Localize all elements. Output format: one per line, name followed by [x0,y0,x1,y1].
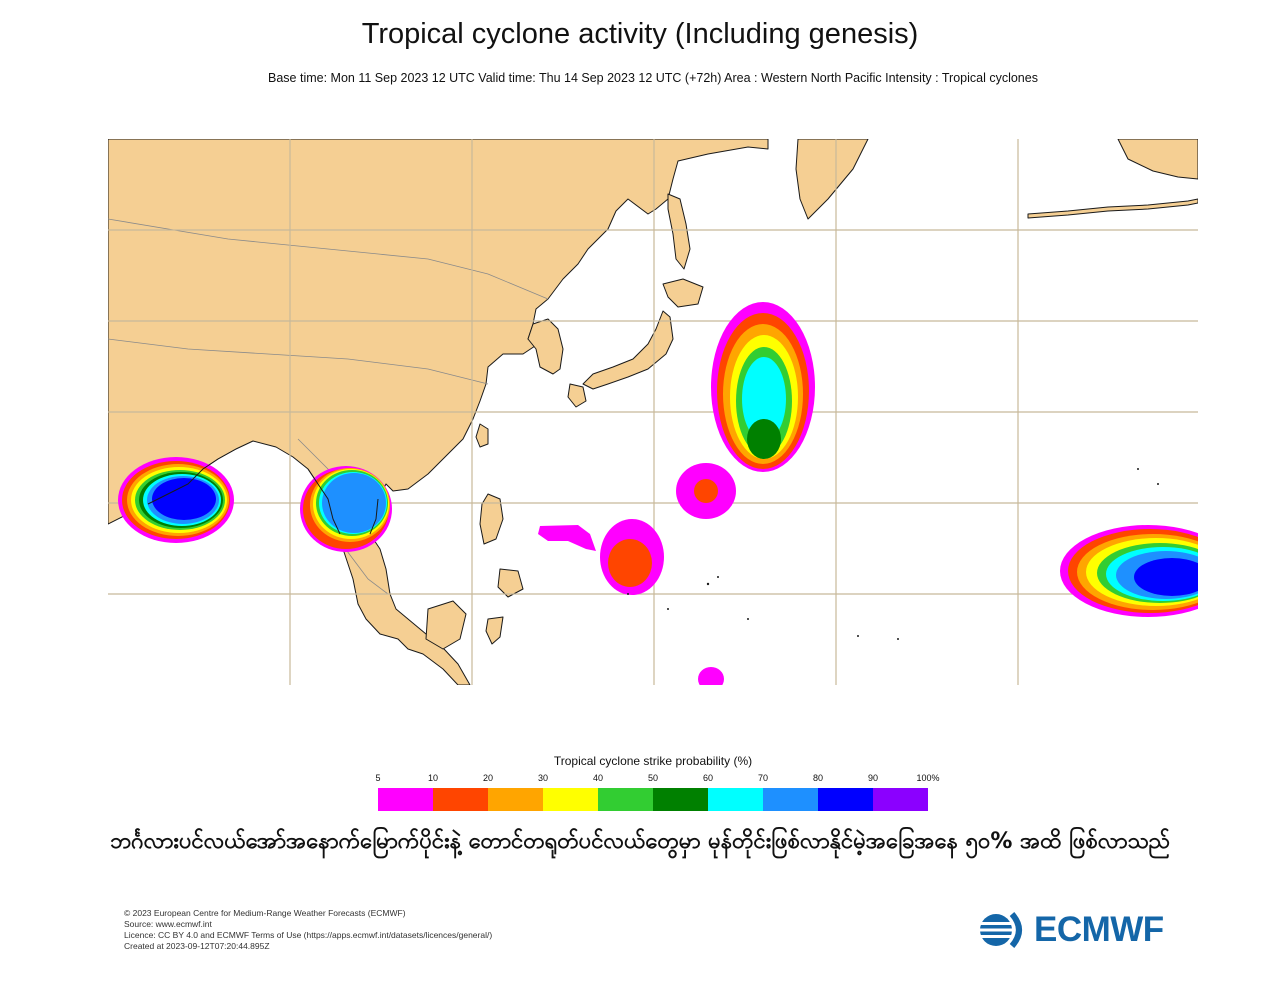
legend-swatch [763,788,818,811]
coast-overlay [147,448,379,535]
sulawesi-fragment [485,616,504,645]
burmese-caption: ဘင်္ဂလားပင်လယ်အော်အနောက်မြောက်ပိုင်းနဲ့ … [109,829,1171,854]
korea-peninsula [527,318,564,375]
honshu [582,310,674,390]
legend-swatch [543,788,598,811]
copyright-footer: © 2023 European Centre for Medium-Range … [124,908,492,952]
ecmwf-logo-icon [980,912,1030,948]
legend-tick-label: 40 [592,773,604,783]
legend-swatch [433,788,488,811]
footer-created: Created at 2023-09-12T07:20:44.895Z [124,941,270,951]
prob-bay-of-bengal [118,457,234,543]
legend-tick-label: 10 [427,773,439,783]
hokkaido [662,278,704,308]
legend-swatch [598,788,653,811]
ecmwf-logo: ECMWF [978,910,1164,950]
luzon [479,493,504,545]
ecmwf-logo-text: ECMWF [1034,910,1164,949]
legend-swatch [873,788,928,811]
legend-tick-label: 50 [647,773,659,783]
legend-swatch [488,788,543,811]
legend-title: Tropical cyclone strike probability (%) [553,754,753,768]
aleutians [1027,198,1198,219]
chart-subtitle: Base time: Mon 11 Sep 2023 12 UTC Valid … [268,71,1038,85]
borneo [425,600,467,650]
legend-tick-label: 20 [482,773,494,783]
legend-tick-label: 70 [757,773,769,783]
legend-swatch [818,788,873,811]
prob-south-china [300,466,392,552]
prob-northwest-pacific [676,302,815,519]
small-islands [627,468,1159,640]
chart-title: Tropical cyclone activity (Including gen… [361,18,919,50]
kyushu [567,383,587,408]
mindanao [497,568,524,598]
prob-east-pacific [1060,525,1198,617]
footer-licence: Licence: CC BY 4.0 and ECMWF Terms of Us… [124,930,493,940]
probability-map [108,139,1198,685]
legend-colorbar [378,788,928,811]
sakhalin [667,193,691,270]
kamchatka [795,139,869,220]
alaska-fragment [1117,139,1198,180]
legend-swatch [378,788,433,811]
legend-tick-label: 60 [702,773,714,783]
footer-source: Source: www.ecmwf.int [124,919,212,929]
prob-central-pacific [538,519,724,685]
legend-tick-label: 80 [812,773,824,783]
legend-tick-label: 90 [867,773,879,783]
legend-tick-label: 30 [537,773,549,783]
legend-tick-label: 100% [916,773,940,783]
legend-swatch [708,788,763,811]
legend-swatch [653,788,708,811]
footer-copyright: © 2023 European Centre for Medium-Range … [124,908,406,918]
map-grid [108,139,1198,685]
legend-tick-label: 5 [375,773,381,783]
taiwan [475,423,489,448]
